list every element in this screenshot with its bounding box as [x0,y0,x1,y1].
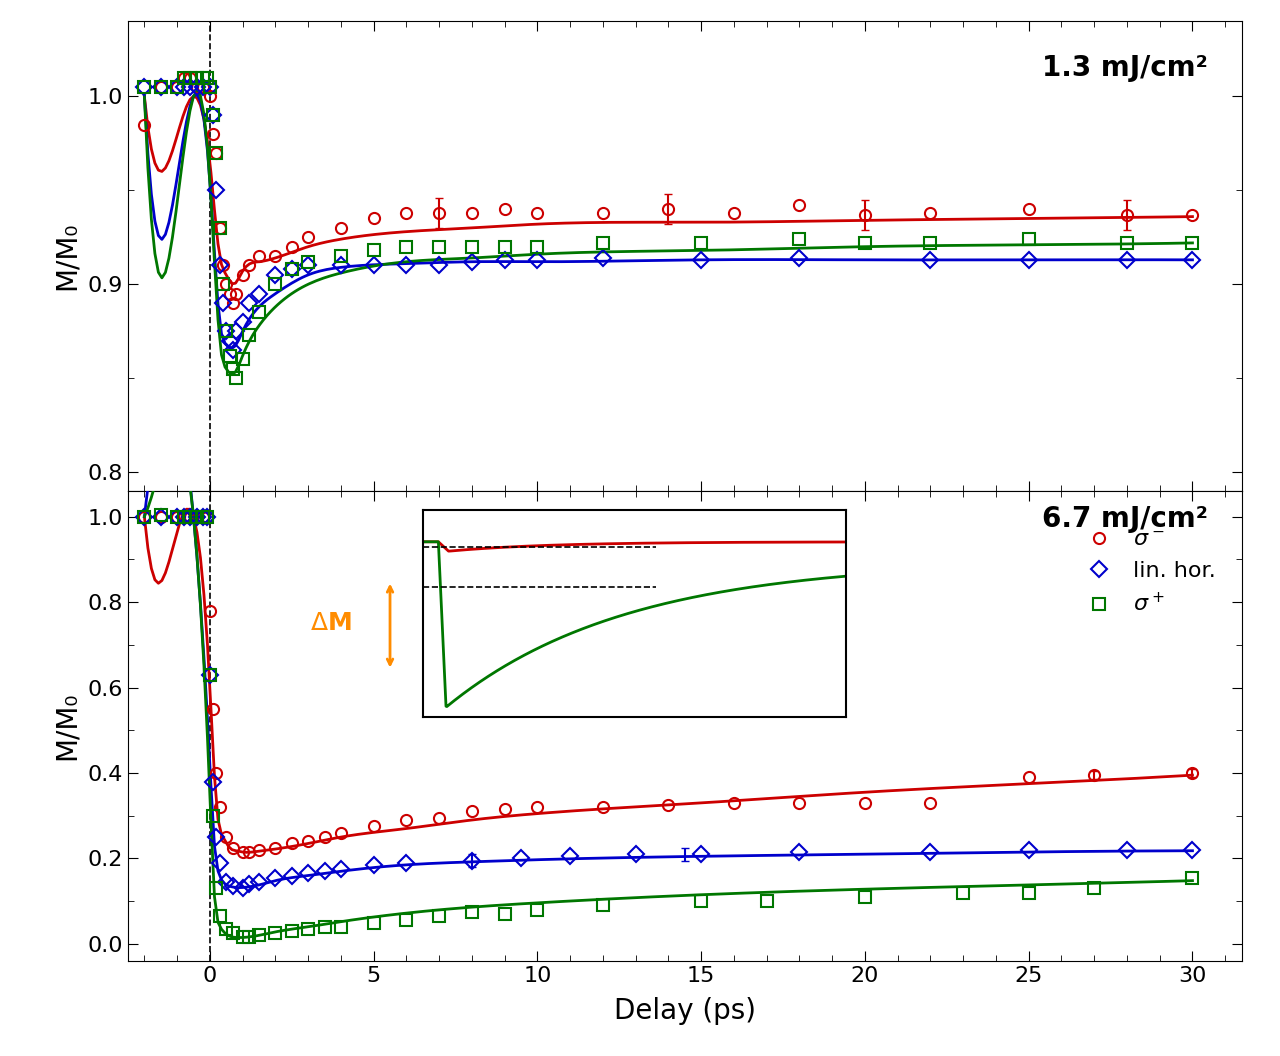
X-axis label: Delay (ps): Delay (ps) [614,997,755,1025]
Text: 6.7 mJ/cm²: 6.7 mJ/cm² [1042,505,1208,533]
Y-axis label: M/M₀: M/M₀ [52,692,81,760]
Y-axis label: M/M₀: M/M₀ [52,222,81,290]
Legend: $\sigma^-$, lin. hor., $\sigma^+$: $\sigma^-$, lin. hor., $\sigma^+$ [1074,521,1225,624]
Text: $\Delta$M: $\Delta$M [310,611,352,636]
Text: 1.3 mJ/cm²: 1.3 mJ/cm² [1042,54,1208,82]
